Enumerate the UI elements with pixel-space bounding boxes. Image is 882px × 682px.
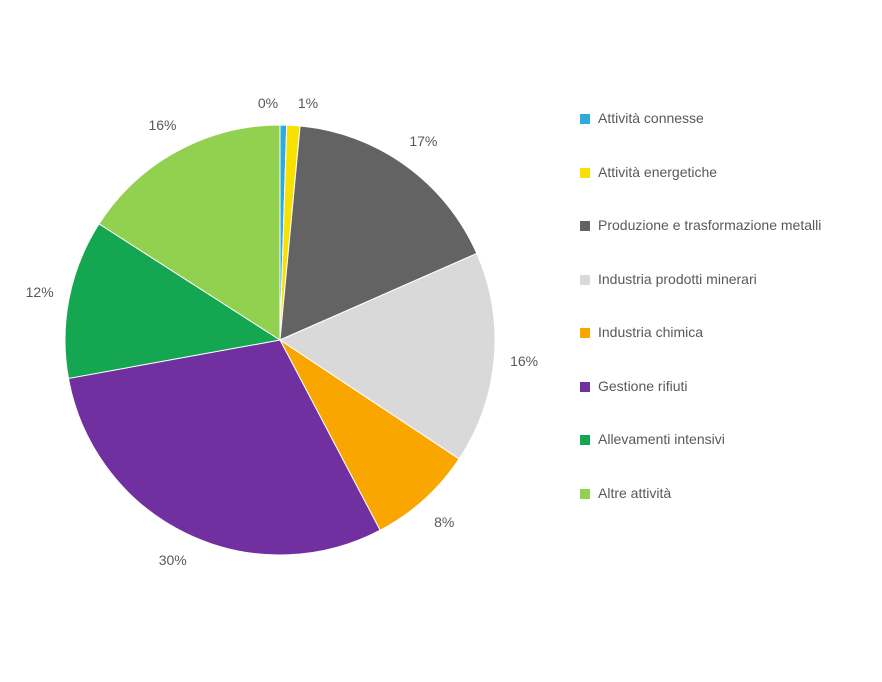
legend-item: Industria chimica: [580, 324, 860, 342]
slice-percent-label: 17%: [409, 133, 437, 149]
pie-chart-container: 0%1%17%16%8%30%12%16% Attività connesseA…: [0, 0, 882, 682]
legend-label: Altre attività: [598, 485, 671, 503]
legend-swatch: [580, 221, 590, 231]
legend-item: Allevamenti intensivi: [580, 431, 860, 449]
slice-percent-label: 1%: [298, 95, 318, 111]
legend-swatch: [580, 435, 590, 445]
slice-percent-label: 0%: [258, 95, 278, 111]
legend-item: Produzione e trasformazione metalli: [580, 217, 860, 235]
legend-label: Allevamenti intensivi: [598, 431, 725, 449]
legend-swatch: [580, 382, 590, 392]
legend-swatch: [580, 114, 590, 124]
legend-item: Gestione rifiuti: [580, 378, 860, 396]
legend-item: Attività energetiche: [580, 164, 860, 182]
legend-swatch: [580, 489, 590, 499]
slice-percent-label: 12%: [26, 284, 54, 300]
legend: Attività connesse Attività energetiche Pro…: [580, 110, 860, 538]
legend-label: Industria chimica: [598, 324, 703, 342]
legend-label: Gestione rifiuti: [598, 378, 687, 396]
legend-swatch: [580, 328, 590, 338]
legend-item: Attività connesse: [580, 110, 860, 128]
legend-label: Attività energetiche: [598, 164, 717, 182]
slice-percent-label: 16%: [510, 353, 538, 369]
slice-percent-label: 8%: [434, 514, 454, 530]
legend-item: Altre attività: [580, 485, 860, 503]
legend-label: Industria prodotti minerari: [598, 271, 757, 289]
slice-percent-label: 16%: [148, 117, 176, 133]
legend-swatch: [580, 168, 590, 178]
slice-percent-label: 30%: [159, 552, 187, 568]
legend-item: Industria prodotti minerari: [580, 271, 860, 289]
legend-swatch: [580, 275, 590, 285]
legend-label: Attività connesse: [598, 110, 704, 128]
legend-label: Produzione e trasformazione metalli: [598, 217, 821, 235]
